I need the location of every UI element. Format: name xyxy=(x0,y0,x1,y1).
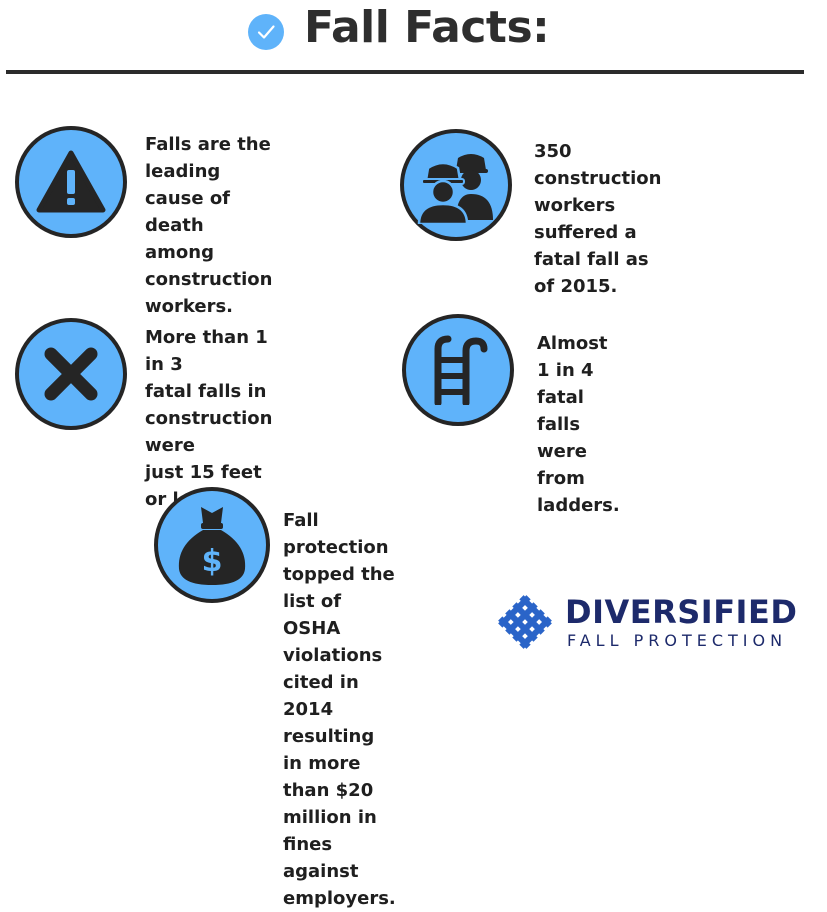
fact-text: More than 1 in 3 fatal falls in construc… xyxy=(145,327,273,510)
company-logo: DIVERSIFIED FALL PROTECTION xyxy=(498,593,823,651)
diversified-logo-icon xyxy=(498,595,552,649)
header: Fall Facts: xyxy=(0,0,827,68)
warning-triangle-icon xyxy=(15,126,127,238)
svg-text:$: $ xyxy=(202,544,223,579)
fact-text: Fall protection topped the list of OSHA … xyxy=(283,510,396,909)
construction-workers-icon xyxy=(400,129,512,241)
title-divider xyxy=(6,70,804,74)
checkmark-circle-icon xyxy=(248,14,284,50)
money-bag-icon: $ xyxy=(154,487,270,603)
x-mark-icon xyxy=(15,318,127,430)
ladder-icon xyxy=(402,314,514,426)
fact-text: Falls are the leading cause of death amo… xyxy=(145,134,273,317)
logo-name: DIVERSIFIED xyxy=(565,593,798,631)
fact-text: 350 construction workers suffered a fata… xyxy=(534,141,662,297)
logo-tagline: FALL PROTECTION xyxy=(567,631,788,650)
page-title: Fall Facts: xyxy=(304,2,550,53)
fact-text: Almost 1 in 4 fatal falls were from ladd… xyxy=(537,333,620,516)
